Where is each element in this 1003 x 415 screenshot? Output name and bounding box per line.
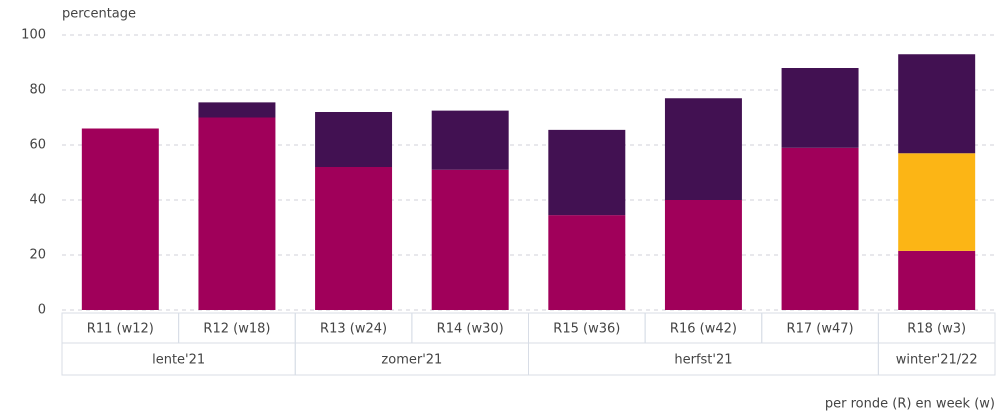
x-tick-label: R17 (w47) [787, 322, 854, 337]
bar-segment [431, 169, 509, 310]
bar-segment [81, 128, 159, 310]
y-tick-label: 40 [29, 193, 46, 208]
bar-segment [664, 98, 742, 200]
x-tick-label: R16 (w42) [670, 322, 737, 337]
x-tick-label: R11 (w12) [87, 322, 154, 337]
bar-segment [898, 250, 976, 310]
bar-segment [898, 153, 976, 251]
bar-segment [315, 112, 393, 167]
group-label: herfst'21 [674, 353, 732, 368]
bar-segment [548, 215, 626, 310]
group-cell [877, 342, 996, 376]
x-axis-label: per ronde (R) en week (w) [825, 397, 995, 412]
bar-segment [548, 129, 626, 216]
x-tick-label: R14 (w30) [437, 322, 504, 337]
y-tick-label: 20 [29, 248, 46, 263]
group-label: zomer'21 [381, 353, 442, 368]
bar-segment [315, 167, 393, 310]
y-tick-label: 80 [29, 83, 46, 98]
group-label: winter'21/22 [896, 353, 978, 368]
y-axis-label: percentage [62, 7, 136, 22]
y-tick-label: 0 [38, 303, 46, 318]
bar-segment [431, 110, 509, 170]
y-tick-label: 60 [29, 138, 46, 153]
bar-segment [781, 68, 859, 148]
y-tick-label: 100 [21, 28, 46, 43]
bar-segment [898, 54, 976, 154]
group-label: lente'21 [152, 353, 205, 368]
bar-segment [198, 102, 276, 118]
x-tick-label: R18 (w3) [907, 322, 966, 337]
bar-segment [781, 147, 859, 310]
bar-segment [198, 117, 276, 310]
bar-segment [664, 200, 742, 310]
x-tick-label: R15 (w36) [553, 322, 620, 337]
x-tick-label: R13 (w24) [320, 322, 387, 337]
x-tick-label: R12 (w18) [203, 322, 270, 337]
